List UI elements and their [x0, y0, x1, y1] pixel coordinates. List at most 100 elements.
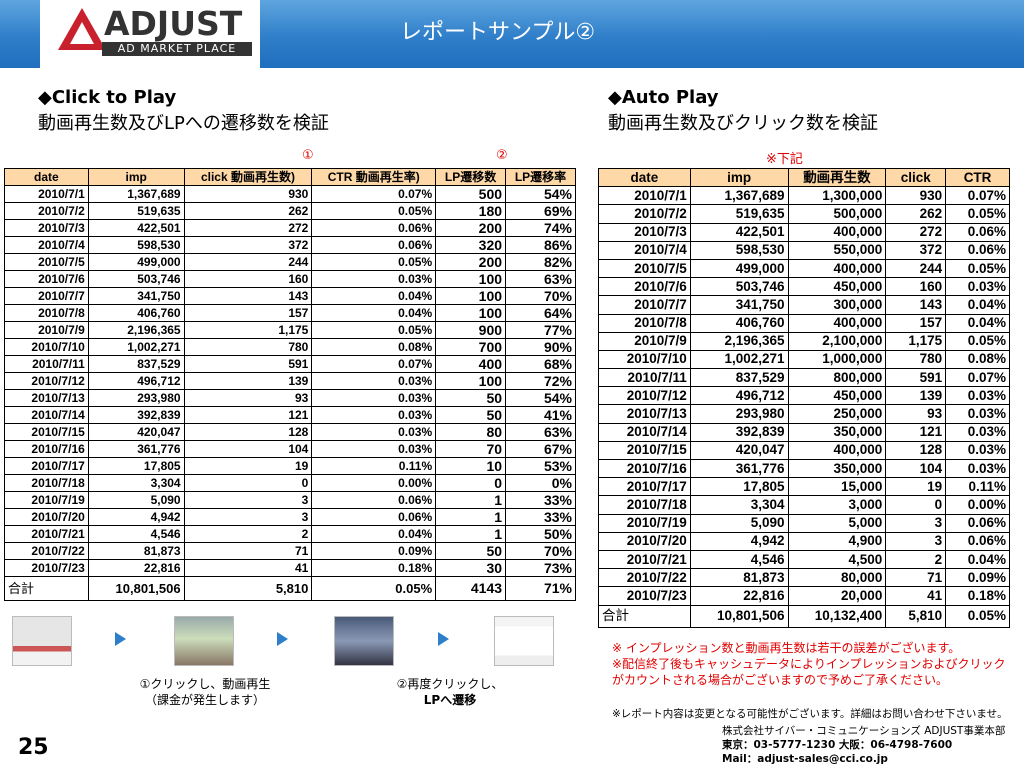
column-header: LP遷移率 [505, 168, 576, 186]
table-cell: 53% [505, 457, 576, 475]
column-header: click 動画再生数) [183, 168, 313, 186]
table-cell: 5,090 [689, 513, 789, 533]
flow-caption-1: ①クリックし、動画再生 （課金が発生します） [120, 676, 290, 708]
note-error-margin: ※ インプレッション数と動画再生数は若干の誤差がございます。 [612, 641, 961, 655]
right-marker: ※下記 [766, 152, 803, 167]
table-cell: 406,760 [87, 304, 185, 322]
table-row: 2010/7/19 5,090 3 0.06% 1 33% [4, 491, 576, 509]
table-row: 2010/7/23 22,816 41 0.18% 30 73% [4, 559, 576, 577]
table-cell: 0.03% [311, 270, 437, 288]
column-header: date [4, 168, 89, 186]
table-cell: 262 [183, 202, 313, 220]
table-cell: 2010/7/8 [4, 304, 89, 322]
table-cell: 350,000 [787, 458, 887, 479]
table-row: 2010/7/20 4,942 3 0.06% 1 33% [4, 508, 576, 526]
table-cell: 450,000 [787, 277, 887, 297]
table-cell: 2010/7/12 [598, 386, 691, 406]
table-cell: 496,712 [87, 372, 185, 390]
logo-subtitle: AD MARKET PLACE [102, 42, 252, 56]
table-cell: 550,000 [787, 240, 887, 260]
table-cell: 0.18% [945, 586, 1010, 606]
table-cell: 420,047 [689, 440, 789, 461]
table-cell: 15,000 [787, 477, 887, 497]
table-cell: 0.04% [311, 304, 437, 322]
table-cell: 22,816 [689, 586, 789, 606]
column-header: date [598, 167, 691, 188]
table-cell: 0.06% [311, 236, 437, 254]
table-cell: 800,000 [787, 368, 887, 388]
table-cell: 70% [505, 287, 576, 305]
table-cell: 5,090 [87, 491, 185, 509]
table-row: 2010/7/19 5,090 5,000 3 0.06% [598, 513, 1010, 533]
table-cell: 0.05% [311, 202, 437, 220]
table-cell: 837,529 [689, 368, 789, 388]
table-cell: 2010/7/17 [598, 477, 691, 497]
table-cell: 293,980 [87, 389, 185, 407]
table-row: 2010/7/1 1,367,689 1,300,000 930 0.07% [598, 186, 1010, 206]
table-cell: 2,196,365 [87, 321, 185, 339]
table-cell: 2010/7/14 [4, 406, 89, 424]
table-cell: 2010/7/20 [598, 531, 691, 551]
arrow-right-icon [115, 632, 126, 646]
table-cell: 54% [505, 185, 576, 203]
total-cell: 0.05% [945, 604, 1010, 628]
table-cell: 2010/7/2 [4, 202, 89, 220]
table-cell: 0.05% [945, 331, 1010, 351]
table-cell: 400,000 [787, 440, 887, 461]
table-cell: 17,805 [87, 457, 185, 475]
table-cell: 121 [885, 422, 947, 442]
table-cell: 496,712 [689, 386, 789, 406]
table-row: 2010/7/16 361,776 350,000 104 0.03% [598, 458, 1010, 479]
table-row: 2010/7/17 17,805 19 0.11% 10 53% [4, 457, 576, 475]
table-cell: 2010/7/15 [598, 440, 691, 461]
table-cell: 41 [885, 586, 947, 606]
table-row: 2010/7/14 392,839 121 0.03% 50 41% [4, 406, 576, 424]
flow-screenshot-3 [334, 616, 394, 666]
table-cell: 2010/7/3 [598, 222, 691, 242]
table-row: 2010/7/12 496,712 450,000 139 0.03% [598, 386, 1010, 406]
table-row: 2010/7/18 3,304 3,000 0 0.00% [598, 495, 1010, 515]
left-subheading: 動画再生数及びLPへの遷移数を検証 [38, 113, 329, 134]
left-heading: ◆Click to Play [38, 87, 177, 108]
table-cell: 74% [505, 219, 576, 237]
table-cell: 50 [435, 542, 507, 560]
table-row: 2010/7/15 420,047 400,000 128 0.03% [598, 440, 1010, 461]
table-cell: 80,000 [787, 568, 887, 588]
table-cell: 128 [885, 440, 947, 461]
table-cell: 2 [183, 525, 313, 543]
table-cell: 71 [183, 542, 313, 560]
table-cell: 0.06% [945, 222, 1010, 242]
table-cell: 200 [435, 219, 507, 237]
table-cell: 0.04% [311, 287, 437, 305]
table-cell: 0.00% [945, 495, 1010, 515]
table-row: 2010/7/7 341,750 300,000 143 0.04% [598, 295, 1010, 315]
total-label: 合計 [598, 604, 691, 628]
table-cell: 2010/7/21 [4, 525, 89, 543]
table-cell: 591 [885, 368, 947, 388]
table-cell: 0.09% [945, 568, 1010, 588]
table-cell: 1,002,271 [689, 349, 789, 370]
table-cell: 86% [505, 236, 576, 254]
table-row: 2010/7/8 406,760 400,000 157 0.04% [598, 313, 1010, 333]
right-heading: ◆Auto Play [608, 87, 719, 108]
company-phone: 東京：03-5777-1230 大阪：06-4798-7600 [722, 739, 953, 751]
table-cell: 2010/7/6 [4, 270, 89, 288]
header-bar: ADJUST AD MARKET PLACE レポートサンプル② [0, 0, 1024, 68]
table-total-row: 合計 10,801,506 5,810 0.05% 4143 71% [4, 576, 576, 601]
table-cell: 0.06% [945, 240, 1010, 260]
logo-triangle-inner [70, 22, 94, 44]
table-cell: 41% [505, 406, 576, 424]
table-cell: 139 [885, 386, 947, 406]
table-cell: 71 [885, 568, 947, 588]
table-cell: 598,530 [689, 240, 789, 260]
table-cell: 400,000 [787, 313, 887, 333]
total-cell: 10,801,506 [87, 576, 185, 601]
company-mail: Mail：adjust-sales@cci.co.jp [722, 753, 888, 765]
table-cell: 160 [885, 277, 947, 297]
table-cell: 54% [505, 389, 576, 407]
total-cell: 5,810 [183, 576, 313, 601]
table-cell: 0.07% [945, 186, 1010, 206]
total-cell: 10,801,506 [689, 604, 789, 628]
table-cell: 121 [183, 406, 313, 424]
table-cell: 0.03% [945, 458, 1010, 479]
